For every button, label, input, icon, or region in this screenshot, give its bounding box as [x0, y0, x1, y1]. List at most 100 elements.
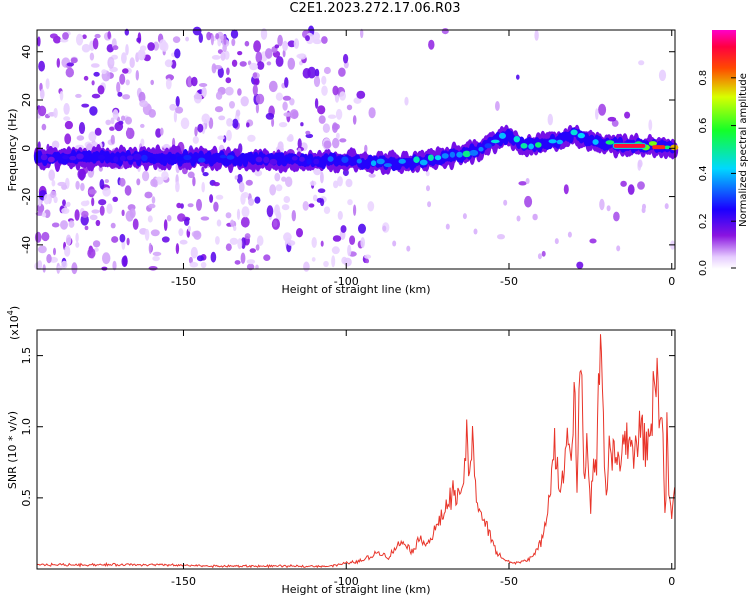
spectrogram-cell [346, 104, 353, 111]
spectrogram-cell [368, 173, 376, 178]
spectrogram-cell [152, 251, 162, 256]
spectrogram-cell [78, 122, 86, 134]
spectrogram-cell [360, 28, 364, 39]
spectrogram-cell [537, 253, 542, 260]
spectrogram-cell [249, 62, 258, 71]
spectrogram-cell [358, 223, 366, 234]
ridge-peak [176, 155, 184, 162]
ridge-peak [612, 142, 647, 149]
x-tick-label: -150 [171, 575, 196, 588]
ridge-peak [183, 154, 192, 161]
spectrogram-cell [353, 97, 362, 104]
spectrogram-cell [106, 203, 113, 214]
spectrogram-cell [56, 58, 60, 68]
snr-plot-area [37, 330, 675, 569]
spectrogram-cell [624, 111, 631, 119]
spectrogram-cell [616, 245, 621, 252]
spectrogram-cell [110, 117, 115, 125]
ridge-peak [520, 143, 528, 149]
spectrogram-cell [518, 181, 527, 186]
spectrogram-cell [303, 261, 310, 272]
spectrogram-cell [613, 211, 620, 222]
x-tick-label: 0 [668, 575, 675, 588]
spectrogram-cell [305, 35, 310, 42]
ridge-peak [219, 154, 227, 159]
spectrogram-cell [112, 196, 118, 202]
spectrogram-cell [249, 248, 256, 253]
ridge-peak [490, 139, 500, 144]
spectrogram-cell [254, 169, 263, 177]
spectrogram-cell [139, 100, 149, 108]
spectrogram-cell [169, 103, 177, 111]
spectrogram-cell [253, 78, 260, 86]
spectrogram-cell [110, 134, 115, 145]
spectrogram-cell [202, 172, 209, 177]
spectrogram-cell [62, 32, 69, 40]
spectrogram-cell [94, 127, 102, 136]
spectrogram-cell [291, 210, 296, 222]
spectrogram-cell [222, 44, 227, 53]
spectrogram-cell [38, 245, 47, 254]
spectrogram-cell [112, 45, 119, 51]
spectrogram-cell [215, 91, 223, 100]
spectrogram-cell [314, 68, 320, 77]
spectrogram-cell [333, 180, 339, 189]
ridge-peak [434, 155, 442, 161]
spectrogram-cell [365, 258, 370, 264]
spectrogram-cell [599, 198, 605, 211]
ridge-peak [469, 149, 479, 156]
spectrogram-cell [532, 213, 538, 221]
spectrogram-cell [91, 197, 95, 207]
spectrogram-cell [252, 84, 258, 96]
spectrogram-cell [63, 116, 71, 121]
spectrogram-cell [230, 219, 235, 227]
spectrogram-cell [75, 241, 80, 248]
spectrogram-cell [101, 69, 107, 75]
ridge-peak [413, 156, 420, 163]
spectrogram-cell [92, 240, 101, 248]
spectrogram-cell [200, 261, 207, 269]
ridge-peak [47, 156, 55, 163]
spectrogram-cell [318, 115, 326, 124]
spectrogram-cell [198, 33, 203, 43]
y-tick-label: -40 [20, 236, 33, 254]
spectrogram-cell [192, 26, 202, 36]
spectrogram-cell [81, 43, 91, 53]
spectrogram-cell [554, 238, 559, 245]
spectrogram-cell [275, 184, 283, 192]
spectrogram-cell [247, 134, 256, 142]
colorbar-ticks: 0.0 0.2 0.4 0.6 0.8 [698, 70, 736, 276]
spectrogram-cell [256, 61, 265, 70]
spectrogram-cell [57, 265, 63, 271]
spectrogram-cell [98, 199, 107, 206]
spectrogram-frame [36, 29, 676, 270]
spectrogram-cell [323, 260, 329, 268]
ridge-peak [291, 156, 298, 161]
spectrogram-cell [111, 236, 119, 243]
ridge-peak [548, 139, 557, 144]
spectrogram-cell [256, 235, 264, 246]
spectrogram-cell [282, 40, 288, 52]
spectrogram-cell [313, 75, 321, 88]
ridge-peak [255, 156, 263, 163]
ridge-peak [306, 158, 312, 165]
snr-panel: -150 -100 -50 0 0.5 1.0 1.5 Height of straigh… [6, 306, 676, 596]
spectrogram-cell [150, 79, 154, 86]
ridge-peak [313, 158, 320, 165]
spectrogram-cell [321, 36, 328, 44]
spectrogram-cell [278, 122, 288, 128]
spectrogram-cell [321, 85, 328, 96]
spectrogram-cell [94, 33, 101, 39]
spectrogram-cell [126, 127, 131, 139]
spectrogram-cell [122, 255, 128, 267]
spectrogram-cell [229, 237, 239, 245]
ridge-peak [269, 158, 278, 165]
spectrogram-y-label: Frequency (Hz) [6, 109, 19, 192]
spectrogram-cell [80, 200, 89, 207]
spectrogram-cell [88, 189, 97, 195]
spectrogram-cell [215, 236, 220, 245]
spectrogram-cell [163, 219, 168, 232]
spectrogram-cell [41, 123, 47, 131]
spectrogram-cell [277, 141, 284, 152]
y-tick-label: 1.5 [20, 347, 33, 365]
